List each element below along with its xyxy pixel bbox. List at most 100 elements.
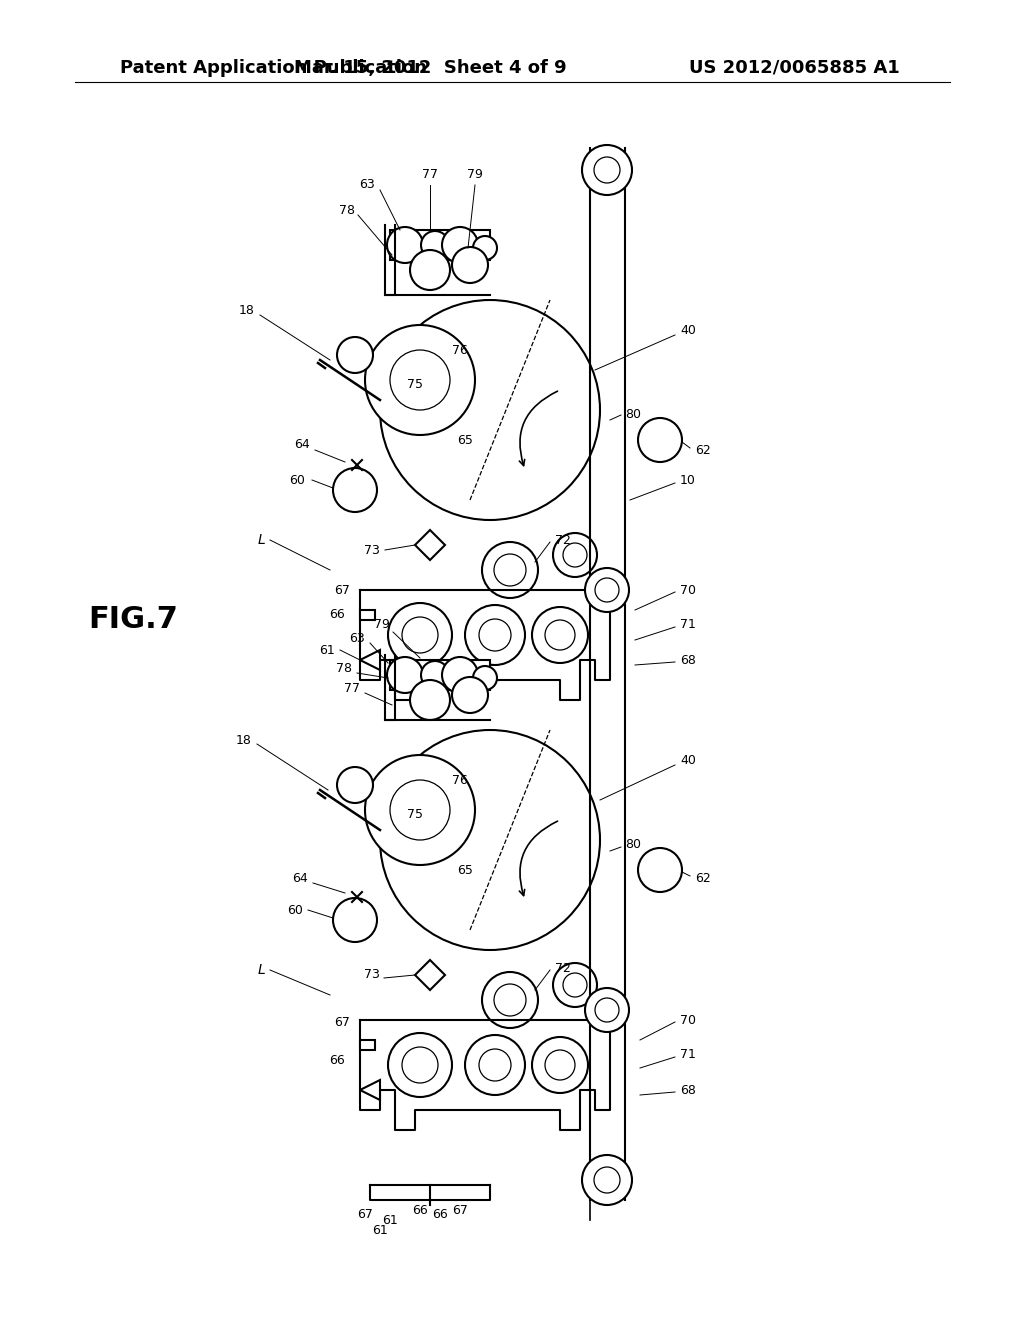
Circle shape [390,780,450,840]
Text: 66: 66 [330,1053,345,1067]
Text: 60: 60 [287,903,303,916]
Circle shape [638,418,682,462]
Text: FIG.7: FIG.7 [88,606,178,635]
Text: Mar. 15, 2012  Sheet 4 of 9: Mar. 15, 2012 Sheet 4 of 9 [294,59,566,77]
Text: 75: 75 [407,379,423,392]
Circle shape [421,661,449,689]
Text: L: L [257,964,265,977]
Text: 66: 66 [412,1204,428,1217]
Circle shape [402,616,438,653]
Text: 61: 61 [382,1213,398,1226]
Text: 64: 64 [292,871,308,884]
Text: 77: 77 [422,169,438,181]
Text: 72: 72 [555,533,570,546]
Text: 61: 61 [319,644,335,656]
Text: 78: 78 [339,203,355,216]
Circle shape [337,767,373,803]
Text: 77: 77 [344,681,360,694]
Circle shape [545,1049,575,1080]
Circle shape [473,667,497,690]
Circle shape [410,249,450,290]
Circle shape [333,469,377,512]
Text: 40: 40 [680,323,696,337]
Polygon shape [390,660,490,690]
Circle shape [390,350,450,411]
Circle shape [553,533,597,577]
Circle shape [594,157,620,183]
Text: 66: 66 [330,609,345,622]
Text: 76: 76 [452,774,468,787]
Text: 61: 61 [372,1224,388,1237]
Circle shape [482,543,538,598]
Circle shape [402,1047,438,1082]
Circle shape [594,1167,620,1193]
Circle shape [421,231,449,259]
Polygon shape [415,960,445,990]
Circle shape [545,620,575,649]
Text: 73: 73 [365,544,380,557]
Text: 10: 10 [680,474,696,487]
Polygon shape [415,531,445,560]
Text: 76: 76 [452,343,468,356]
Text: Patent Application Publication: Patent Application Publication [120,59,427,77]
Text: 64: 64 [294,438,310,451]
Text: 70: 70 [680,1014,696,1027]
Circle shape [585,987,629,1032]
Circle shape [532,1038,588,1093]
Text: 63: 63 [359,178,375,191]
Text: 63: 63 [349,631,365,644]
Circle shape [387,657,423,693]
Text: 67: 67 [334,1015,350,1028]
Circle shape [380,730,600,950]
Text: 62: 62 [695,444,711,457]
Text: 18: 18 [237,734,252,747]
Circle shape [442,227,478,263]
Text: 66: 66 [432,1209,447,1221]
Text: 79: 79 [467,169,483,181]
Text: L: L [257,533,265,546]
Text: 79: 79 [374,619,390,631]
Circle shape [465,1035,525,1096]
Circle shape [494,983,526,1016]
Text: US 2012/0065885 A1: US 2012/0065885 A1 [689,59,900,77]
Text: 72: 72 [555,961,570,974]
Text: 71: 71 [680,619,696,631]
Polygon shape [360,610,375,620]
Circle shape [365,325,475,436]
Text: 75: 75 [407,808,423,821]
Text: 65: 65 [457,433,473,446]
Circle shape [365,755,475,865]
Text: 67: 67 [334,583,350,597]
Circle shape [563,973,587,997]
Circle shape [473,236,497,260]
Text: 80: 80 [625,408,641,421]
Text: 67: 67 [357,1209,373,1221]
Text: 68: 68 [680,653,696,667]
Circle shape [585,568,629,612]
Text: 40: 40 [680,754,696,767]
Circle shape [410,680,450,719]
Circle shape [595,998,618,1022]
Circle shape [553,964,597,1007]
Circle shape [563,543,587,568]
Text: 62: 62 [695,871,711,884]
Circle shape [333,898,377,942]
Text: 80: 80 [625,838,641,851]
Polygon shape [360,649,380,671]
Text: 65: 65 [457,863,473,876]
Circle shape [532,607,588,663]
Circle shape [452,247,488,282]
Text: 67: 67 [452,1204,468,1217]
Polygon shape [360,1080,380,1100]
Circle shape [582,1155,632,1205]
Text: 18: 18 [240,304,255,317]
Circle shape [452,677,488,713]
Text: 70: 70 [680,583,696,597]
Polygon shape [360,1040,375,1049]
Circle shape [442,657,478,693]
Circle shape [638,847,682,892]
Circle shape [387,227,423,263]
Circle shape [482,972,538,1028]
Circle shape [388,603,452,667]
Circle shape [465,605,525,665]
